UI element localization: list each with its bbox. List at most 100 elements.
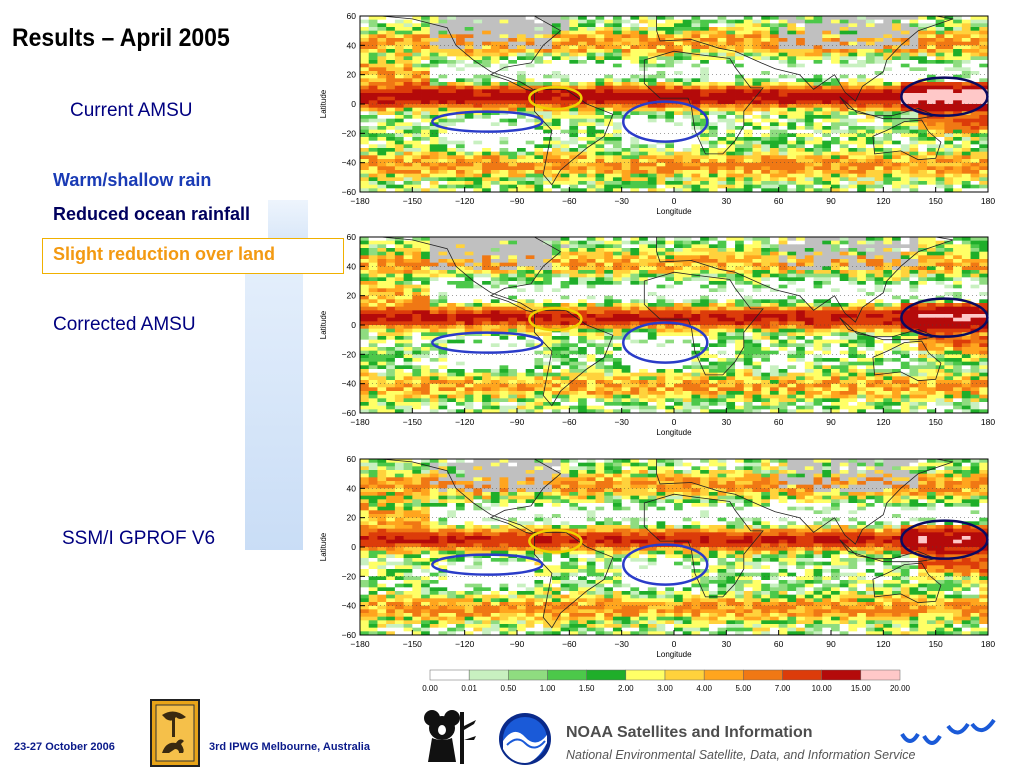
colorbar-tick: 4.00 [696,684,712,693]
lon-tick-label: −120 [455,417,474,427]
colorbar-tick: 20.00 [890,684,911,693]
lat-tick-label: 0 [351,99,356,109]
lat-tick-label: 40 [347,483,357,493]
lon-tick-label: −120 [455,639,474,649]
noaa-subtitle: National Environmental Satellite, Data, … [566,748,916,762]
lon-tick-label: 90 [826,196,836,206]
colorbar-segment [783,670,822,680]
colorbar-tick: 0.01 [461,684,477,693]
lat-tick-label: −40 [342,379,357,389]
lon-tick-label: −30 [614,639,629,649]
y-axis-label: Latitude [319,89,328,118]
y-axis-label: Latitude [319,310,328,339]
label-warm-shallow: Warm/shallow rain [53,170,211,191]
lat-tick-label: 0 [351,542,356,552]
label-ssmi-gprof: SSM/I GPROF V6 [62,528,215,550]
lon-tick-label: −150 [403,639,422,649]
lat-tick-label: 60 [347,11,357,21]
colorbar-tick: 5.00 [736,684,752,693]
lat-tick-label: −40 [342,158,357,168]
colorbar-tick: 7.00 [775,684,791,693]
decorative-band [245,240,303,550]
lon-tick-label: −180 [350,639,369,649]
colorbar-tick: 2.00 [618,684,634,693]
lon-tick-label: −150 [403,196,422,206]
lon-tick-label: 90 [826,639,836,649]
colorbar-segment [626,670,665,680]
swoosh-logo-icon [898,716,998,752]
lon-tick-label: −30 [614,417,629,427]
lat-tick-label: 20 [347,70,357,80]
lat-tick-label: −20 [342,349,357,359]
lat-tick-label: −40 [342,601,357,611]
lon-tick-label: 60 [774,639,784,649]
colorbar-segment [665,670,704,680]
page-title: Results – April 2005 [12,24,230,53]
koala-icon [418,706,482,766]
lon-tick-label: 180 [981,417,995,427]
colorbar-segment [822,670,861,680]
lat-tick-label: 20 [347,291,357,301]
colorbar-segment [508,670,547,680]
lon-tick-label: −60 [562,417,577,427]
lon-tick-label: 0 [672,196,677,206]
colorbar-segment [743,670,782,680]
lon-tick-label: 150 [929,417,943,427]
lon-tick-label: 120 [876,639,890,649]
lon-tick-label: 30 [722,639,732,649]
colorbar-tick: 0.00 [422,684,438,693]
lon-tick-label: −60 [562,639,577,649]
x-axis-label: Longitude [656,428,692,437]
lon-tick-label: 60 [774,417,784,427]
colorbar-segment [861,670,900,680]
lon-tick-label: 30 [722,196,732,206]
lat-tick-label: 60 [347,454,357,464]
lon-tick-label: −120 [455,196,474,206]
label-reduced-ocean: Reduced ocean rainfall [53,204,250,225]
label-current-amsu: Current AMSU [70,100,192,122]
lat-tick-label: 20 [347,513,357,523]
lon-tick-label: 30 [722,417,732,427]
noaa-title: NOAA Satellites and Information [566,724,813,742]
colorbar-segment [587,670,626,680]
lon-tick-label: 60 [774,196,784,206]
colorbar-tick: 3.00 [657,684,673,693]
lat-tick-label: 60 [347,232,357,242]
footer-event: 3rd IPWG Melbourne, Australia [209,741,370,753]
lon-tick-label: −30 [614,196,629,206]
colorbar-tick: 10.00 [812,684,833,693]
lon-tick-label: −180 [350,196,369,206]
lon-tick-label: 120 [876,196,890,206]
x-axis-label: Longitude [656,207,692,216]
colorbar-tick: 1.00 [540,684,556,693]
x-axis-label: Longitude [656,650,692,659]
colorbar-tick: 1.50 [579,684,595,693]
lon-tick-label: −90 [510,417,525,427]
lon-tick-label: 150 [929,196,943,206]
colorbar-tick: 15.00 [851,684,872,693]
lat-tick-label: 40 [347,261,357,271]
lat-tick-label: −20 [342,571,357,581]
label-slight-reduction: Slight reduction over land [53,244,275,265]
lon-tick-label: 150 [929,639,943,649]
colorbar-segment [469,670,508,680]
colorbar-segment [430,670,469,680]
colorbar-tick: 0.50 [501,684,517,693]
kangaroo-logo [150,699,200,767]
y-axis-label: Latitude [319,532,328,561]
footer-date: 23-27 October 2006 [14,741,115,753]
lon-tick-label: −180 [350,417,369,427]
noaa-logo-icon [497,711,553,767]
lon-tick-label: 90 [826,417,836,427]
colorbar-segment [704,670,743,680]
lat-tick-label: −20 [342,128,357,138]
colorbar: 0.00 0.01 0.50 1.00 1.50 2.00 3.00 4.00 5.00 7.00… [420,666,920,696]
lon-tick-label: 0 [672,639,677,649]
decorative-band-2 [268,200,308,240]
colorbar-segment [548,670,587,680]
lon-tick-label: 0 [672,417,677,427]
lon-tick-label: −90 [510,196,525,206]
